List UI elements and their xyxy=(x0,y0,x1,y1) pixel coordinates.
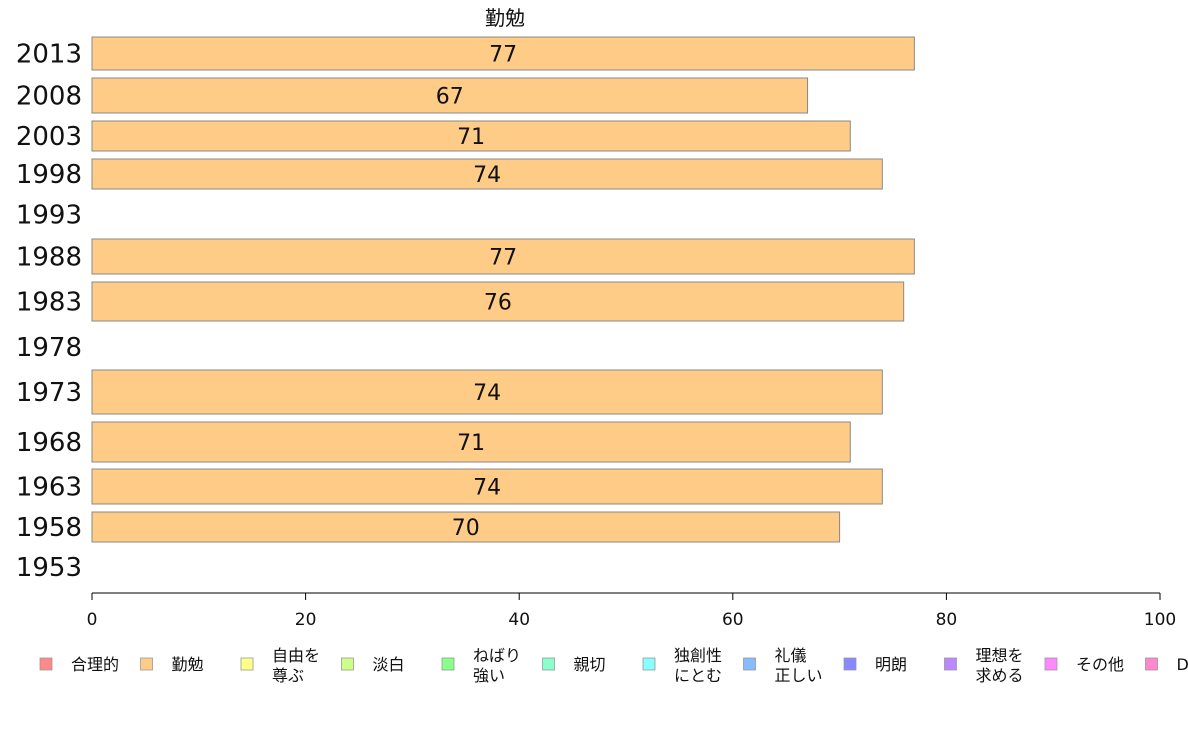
legend-item-10: その他 xyxy=(1044,655,1124,674)
y-tick-label-1988: 1988 xyxy=(16,243,82,273)
legend-item-3: 淡白 xyxy=(341,655,405,674)
legend-item-0: 合理的 xyxy=(39,655,119,674)
legend-swatch-10 xyxy=(1044,657,1058,671)
legend-swatch-0 xyxy=(39,657,53,671)
legend-label-11: D xyxy=(1177,655,1188,674)
legend-swatch-3 xyxy=(341,657,354,671)
data-label-1968: 71 xyxy=(457,431,485,456)
legend-swatch-4 xyxy=(441,657,455,671)
x-tick-label-60: 60 xyxy=(722,610,744,630)
bar-2013 xyxy=(91,36,915,71)
legend-item-11: D xyxy=(1145,655,1188,674)
data-label-1988: 77 xyxy=(489,246,517,271)
data-label-1958: 70 xyxy=(452,516,480,541)
x-tick-label-40: 40 xyxy=(508,610,530,630)
legend-label-1: 勤勉 xyxy=(172,655,204,674)
legend-label-8: 明朗 xyxy=(875,655,907,674)
data-label-1973: 74 xyxy=(473,381,501,406)
bar-1973 xyxy=(91,369,883,415)
legend-label-10: その他 xyxy=(1076,655,1124,674)
x-tick-label-100: 100 xyxy=(1144,610,1176,630)
legend-item-7: 礼儀正しい xyxy=(743,646,823,685)
data-label-2003: 71 xyxy=(457,125,485,150)
bar-1958 xyxy=(91,511,841,543)
y-tick-label-2003: 2003 xyxy=(16,122,82,152)
y-tick-label-1978: 1978 xyxy=(16,333,82,363)
legend-label-6: 独創性にとむ xyxy=(674,646,722,685)
legend-swatch-11 xyxy=(1145,657,1158,671)
y-tick-label-2008: 2008 xyxy=(16,82,82,112)
legend-item-8: 明朗 xyxy=(843,655,907,674)
y-tick-label-1963: 1963 xyxy=(16,473,82,503)
bar-2008 xyxy=(91,77,809,114)
bar-1988 xyxy=(91,238,915,275)
legend-label-9: 理想を求める xyxy=(976,646,1024,685)
y-tick-label-1993: 1993 xyxy=(16,201,82,231)
x-tick-label-20: 20 xyxy=(295,610,317,630)
legend-swatch-1 xyxy=(140,657,153,671)
bar-1968 xyxy=(91,421,851,463)
bar-1998 xyxy=(91,158,883,190)
legend-item-2: 自由を尊ぶ xyxy=(240,646,320,685)
legend-item-6: 独創性にとむ xyxy=(642,646,722,685)
legend-label-3: 淡白 xyxy=(373,655,405,674)
y-tick-label-1973: 1973 xyxy=(16,378,82,408)
legend-swatch-8 xyxy=(843,657,857,671)
y-tick-label-1953: 1953 xyxy=(16,553,82,583)
legend-item-1: 勤勉 xyxy=(140,655,204,674)
legend-item-5: 親切 xyxy=(542,655,606,674)
y-tick-label-1998: 1998 xyxy=(16,160,82,190)
legend-swatch-9 xyxy=(944,657,957,671)
legend-label-2: 自由を尊ぶ xyxy=(272,646,320,685)
legend-label-5: 親切 xyxy=(574,655,606,674)
y-tick-label-1983: 1983 xyxy=(16,288,82,318)
y-tick-label-1968: 1968 xyxy=(16,428,82,458)
data-label-1983: 76 xyxy=(484,291,512,316)
legend-label-7: 礼儀正しい xyxy=(775,646,823,685)
legend-item-4: ねばり強い xyxy=(441,646,521,685)
bar-1983 xyxy=(91,281,905,322)
legend-label-0: 合理的 xyxy=(71,655,119,674)
legend-item-9: 理想を求める xyxy=(944,646,1024,685)
data-label-1998: 74 xyxy=(473,163,501,188)
x-tick-label-0: 0 xyxy=(87,610,98,630)
data-label-1963: 74 xyxy=(473,476,501,501)
y-tick-label-2013: 2013 xyxy=(16,40,82,70)
bar-2003 xyxy=(91,120,851,152)
chart-title: 勤勉 xyxy=(485,6,525,30)
legend-swatch-6 xyxy=(642,657,656,671)
x-tick-label-80: 80 xyxy=(936,610,958,630)
legend-swatch-5 xyxy=(542,657,555,671)
y-tick-label-1958: 1958 xyxy=(16,513,82,543)
bar-1963 xyxy=(91,468,883,505)
data-label-2008: 67 xyxy=(436,85,464,110)
legend-swatch-7 xyxy=(743,657,756,671)
legend-swatch-2 xyxy=(240,657,254,671)
data-label-2013: 77 xyxy=(489,43,517,68)
legend-label-4: ねばり強い xyxy=(473,646,521,685)
